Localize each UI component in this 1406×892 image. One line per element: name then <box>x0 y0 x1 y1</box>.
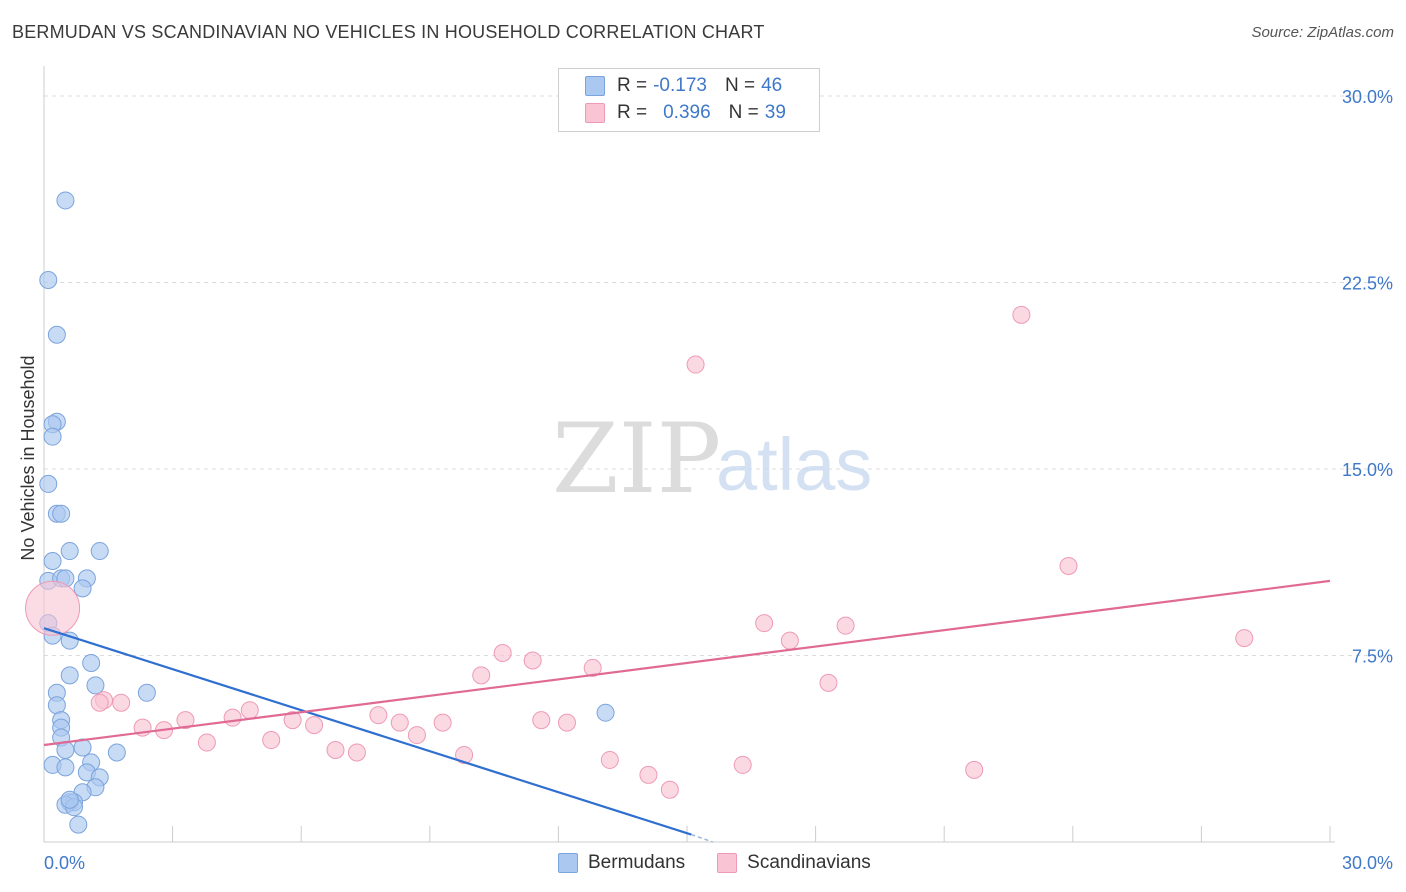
watermark-atlas: atlas <box>716 423 872 506</box>
legend-swatch-scandinavians <box>717 853 738 873</box>
legend-item-scandinavians[interactable]: Scandinavians <box>717 852 871 874</box>
trendline-extension-bermudans <box>691 833 713 843</box>
legend-swatch-scandinavians <box>585 103 605 123</box>
point-scandinavians <box>390 713 409 732</box>
point-scandinavians <box>600 750 619 769</box>
point-bermudans <box>43 427 62 446</box>
point-scandinavians <box>819 673 838 692</box>
point-bermudans <box>47 325 66 344</box>
legend-item-bermudans[interactable]: Bermudans <box>558 852 685 874</box>
point-scandinavians <box>583 658 602 677</box>
point-scandinavians <box>305 716 324 735</box>
n-label: N = <box>724 75 756 96</box>
point-scandinavians <box>755 614 774 633</box>
point-scandinavians <box>262 731 281 750</box>
x-tick-label: 30.0% <box>1342 853 1393 873</box>
n-label: N = <box>728 102 759 123</box>
point-scandinavians <box>407 726 426 745</box>
point-scandinavians <box>347 743 366 762</box>
n-value: 39 <box>764 102 786 123</box>
point-bermudans <box>60 790 79 809</box>
point-scandinavians <box>1059 556 1078 575</box>
point-scandinavians <box>283 711 302 730</box>
point-bermudans <box>39 474 58 493</box>
y-tick-label: 22.5% <box>1342 274 1393 294</box>
point-bermudans <box>56 758 75 777</box>
point-scandinavians <box>780 631 799 650</box>
y-tick-label: 15.0% <box>1342 460 1393 480</box>
legend-row-bermudans: R = -0.173 N = 46 <box>585 74 782 98</box>
point-bermudans <box>69 815 88 834</box>
point-bermudans <box>137 683 156 702</box>
point-bermudans <box>73 579 92 598</box>
legend-swatch-bermudans <box>558 853 578 873</box>
point-scandinavians <box>176 711 195 730</box>
r-value: -0.173 <box>653 75 707 96</box>
point-scandinavians <box>532 711 551 730</box>
point-scandinavians <box>660 780 679 799</box>
point-scandinavians <box>112 693 131 712</box>
y-axis-label: No Vehicles in Household <box>18 355 38 560</box>
y-tick-label: 7.5% <box>1352 647 1393 667</box>
point-scandinavians <box>1235 629 1254 648</box>
point-scandinavians <box>686 355 705 374</box>
point-bermudans <box>52 504 71 523</box>
stats-legend: R = -0.173 N = 46 R = 0.396 N = 39 <box>558 68 820 132</box>
point-bermudans <box>90 542 109 561</box>
trendline-bermudans <box>43 627 692 836</box>
legend-swatch-bermudans <box>585 76 605 96</box>
point-scandinavians <box>493 644 512 663</box>
point-scandinavians <box>90 693 109 712</box>
r-label: R = <box>617 102 648 123</box>
point-bermudans <box>60 542 79 561</box>
point-scandinavians <box>326 740 345 759</box>
point-scandinavians <box>223 708 242 727</box>
n-value: 46 <box>761 75 783 96</box>
series-legend: Bermudans Scandinavians <box>558 852 903 874</box>
legend-label-scandinavians: Scandinavians <box>747 852 871 873</box>
source-label: Source: ZipAtlas.com <box>1251 24 1394 41</box>
point-scandinavians <box>836 616 855 635</box>
point-scandinavians <box>433 713 452 732</box>
point-bermudans <box>39 271 58 290</box>
y-tick-label: 30.0% <box>1342 87 1393 107</box>
point-scandinavians <box>523 651 542 670</box>
point-scandinavians <box>240 701 259 720</box>
point-scandinavians <box>369 706 388 725</box>
legend-row-scandinavians: R = 0.396 N = 39 <box>585 101 786 125</box>
point-scandinavians <box>25 580 81 636</box>
point-scandinavians <box>965 760 984 779</box>
point-scandinavians <box>1012 305 1031 324</box>
point-scandinavians <box>639 765 658 784</box>
trendline-scandinavians <box>43 579 1331 747</box>
point-scandinavians <box>472 666 491 685</box>
point-bermudans <box>596 703 615 722</box>
point-bermudans <box>56 191 75 210</box>
r-label: R = <box>617 75 648 96</box>
chart-title: BERMUDAN VS SCANDINAVIAN NO VEHICLES IN … <box>12 22 765 42</box>
point-bermudans <box>60 666 79 685</box>
point-scandinavians <box>197 733 216 752</box>
legend-label-bermudans: Bermudans <box>588 852 686 873</box>
point-scandinavians <box>557 713 576 732</box>
point-bermudans <box>86 676 105 695</box>
point-bermudans <box>82 653 101 672</box>
point-bermudans <box>43 552 62 571</box>
r-value: 0.396 <box>663 102 711 123</box>
point-bermudans <box>60 631 79 650</box>
watermark-zip: ZIP <box>552 403 721 515</box>
x-tick-label: 0.0% <box>44 853 85 873</box>
point-bermudans <box>107 743 126 762</box>
point-bermudans <box>47 696 66 715</box>
point-scandinavians <box>733 755 752 774</box>
point-scandinavians <box>455 745 474 764</box>
